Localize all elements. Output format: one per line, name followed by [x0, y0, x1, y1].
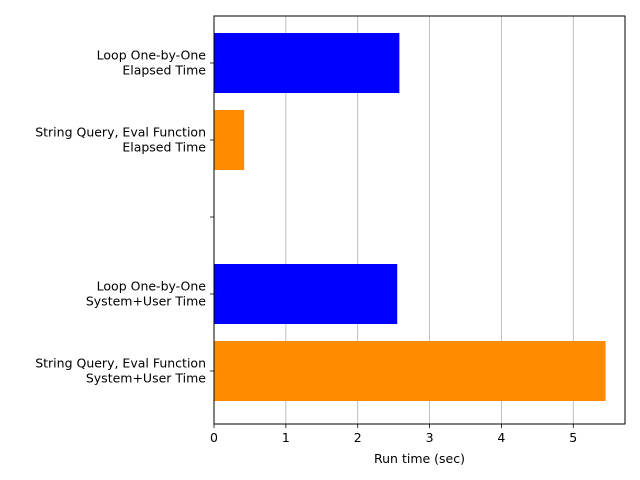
x-axis-title: Run time (sec) [374, 451, 465, 466]
y-axis-ticks: Loop One-by-One Elapsed Time String Query,… [35, 48, 214, 386]
bars [214, 33, 606, 401]
bar [214, 33, 400, 93]
y-tick-label: Loop One-by-One System+User Time [86, 279, 206, 309]
x-tick-label: 2 [354, 430, 362, 445]
bar [214, 264, 398, 324]
x-tick-label: 3 [426, 430, 434, 445]
bar [214, 110, 245, 170]
y-tick-label: Loop One-by-One Elapsed Time [97, 48, 207, 78]
x-tick-label: 1 [282, 430, 290, 445]
plot-frame [213, 15, 626, 425]
y-tick-label: String Query, Eval Function System+User T… [35, 356, 206, 386]
x-tick-label: 4 [497, 430, 505, 445]
x-tick-label: 5 [569, 430, 577, 445]
x-axis-ticks: 0 1 2 3 4 5 [210, 424, 577, 445]
x-tick-label: 0 [210, 430, 218, 445]
bar [214, 341, 606, 401]
y-tick-label: String Query, Eval Function Elapsed Time [35, 125, 206, 155]
